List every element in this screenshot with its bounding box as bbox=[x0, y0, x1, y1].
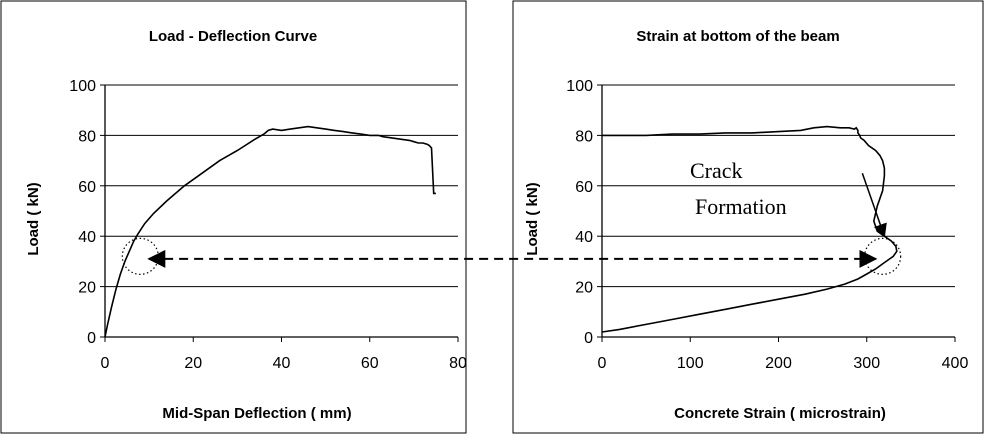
crack-formation-arrow bbox=[861, 172, 887, 238]
left-y-tick-label-40: 40 bbox=[78, 229, 96, 246]
chart-left-border bbox=[0, 0, 467, 434]
chart-right-x-ticks: 0 100 200 300 400 bbox=[598, 337, 969, 372]
left-x-tick-label-40: 40 bbox=[273, 355, 291, 372]
left-x-tick-label-20: 20 bbox=[184, 355, 202, 372]
chart-left-series-line bbox=[104, 125, 436, 338]
right-y-tick-label-0: 0 bbox=[584, 330, 593, 347]
right-y-tick-label-60: 60 bbox=[575, 179, 593, 196]
left-x-tick-label-60: 60 bbox=[361, 355, 379, 372]
right-y-tick-label-20: 20 bbox=[575, 280, 593, 297]
left-y-tick-label-60: 60 bbox=[78, 179, 96, 196]
right-x-tick-label-400: 400 bbox=[942, 355, 969, 372]
chart-right-border bbox=[512, 0, 984, 434]
left-y-tick-label-80: 80 bbox=[78, 128, 96, 145]
crack-formation-label-line1: Crack bbox=[690, 158, 743, 183]
chart-left-gridlines bbox=[105, 84, 458, 288]
chart-left-x-axis-title: Mid-Span Deflection ( mm) bbox=[162, 405, 351, 422]
right-x-tick-label-0: 0 bbox=[598, 355, 607, 372]
chart-left-title: Load - Deflection Curve bbox=[149, 28, 317, 45]
right-y-tick-label-40: 40 bbox=[575, 229, 593, 246]
chart-right-x-axis-title: Concrete Strain ( microstrain) bbox=[674, 405, 886, 422]
left-y-tick-label-100: 100 bbox=[69, 78, 96, 95]
chart-right-y-ticks: 0 20 40 60 80 100 bbox=[566, 78, 602, 347]
chart-left: Load - Deflection Curve Load ( kN) Mid-S… bbox=[0, 0, 467, 434]
right-x-tick-label-200: 200 bbox=[765, 355, 792, 372]
left-x-tick-label-0: 0 bbox=[101, 355, 110, 372]
left-y-tick-label-20: 20 bbox=[78, 280, 96, 297]
chart-right: Strain at bottom of the beam Load ( kN) … bbox=[512, 0, 984, 434]
left-y-tick-label-0: 0 bbox=[87, 330, 96, 347]
chart-left-y-axis-title: Load ( kN) bbox=[25, 182, 42, 255]
chart-left-x-ticks: 0 20 40 60 80 bbox=[101, 337, 467, 372]
right-y-tick-label-80: 80 bbox=[575, 128, 593, 145]
chart-right-title: Strain at bottom of the beam bbox=[636, 28, 839, 45]
chart-right-y-axis-title: Load ( kN) bbox=[524, 182, 541, 255]
right-x-tick-label-100: 100 bbox=[677, 355, 704, 372]
right-x-tick-label-300: 300 bbox=[853, 355, 880, 372]
crack-formation-label-line2: Formation bbox=[695, 194, 787, 219]
left-x-tick-label-80: 80 bbox=[449, 355, 467, 372]
right-y-tick-label-100: 100 bbox=[566, 78, 593, 95]
chart-right-series-line bbox=[601, 125, 898, 333]
chart-left-y-ticks: 0 20 40 60 80 100 bbox=[69, 78, 105, 347]
